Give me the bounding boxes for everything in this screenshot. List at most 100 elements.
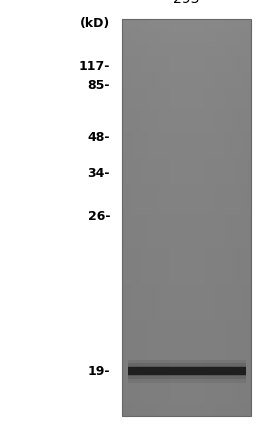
- Bar: [122, 363, 251, 366]
- Text: 19-: 19-: [88, 365, 110, 378]
- Bar: [193, 19, 194, 416]
- Bar: [122, 85, 251, 89]
- Bar: [217, 19, 219, 416]
- Bar: [122, 29, 251, 33]
- Bar: [122, 56, 251, 59]
- Bar: [165, 19, 167, 416]
- Bar: [149, 19, 151, 416]
- Bar: [122, 151, 251, 155]
- Bar: [136, 19, 138, 416]
- Bar: [185, 19, 186, 416]
- Bar: [122, 267, 251, 271]
- Bar: [122, 69, 251, 72]
- Bar: [122, 261, 251, 264]
- Bar: [135, 19, 136, 416]
- Bar: [122, 373, 251, 377]
- Bar: [122, 387, 251, 390]
- Bar: [122, 380, 251, 383]
- Bar: [122, 148, 251, 151]
- Bar: [122, 274, 251, 277]
- Bar: [122, 403, 251, 406]
- Bar: [227, 19, 228, 416]
- Bar: [170, 19, 172, 416]
- Bar: [122, 72, 251, 76]
- Bar: [122, 238, 251, 241]
- Bar: [122, 377, 251, 380]
- Text: 34-: 34-: [88, 167, 110, 180]
- Bar: [122, 175, 251, 178]
- Bar: [122, 138, 251, 142]
- Bar: [133, 19, 135, 416]
- Bar: [122, 218, 251, 221]
- Bar: [122, 353, 251, 356]
- Bar: [128, 367, 246, 375]
- Bar: [122, 221, 251, 224]
- Bar: [128, 360, 246, 383]
- Bar: [122, 310, 251, 314]
- Bar: [122, 317, 251, 320]
- Bar: [122, 271, 251, 274]
- Bar: [128, 366, 246, 377]
- Bar: [122, 304, 251, 307]
- Bar: [152, 19, 154, 416]
- Bar: [243, 19, 244, 416]
- Bar: [122, 46, 251, 49]
- Bar: [189, 19, 191, 416]
- Bar: [209, 19, 210, 416]
- Bar: [122, 383, 251, 387]
- Bar: [122, 39, 251, 42]
- Bar: [214, 19, 215, 416]
- Bar: [122, 396, 251, 399]
- Bar: [180, 19, 182, 416]
- Bar: [122, 330, 251, 333]
- Bar: [122, 132, 251, 135]
- Bar: [122, 115, 251, 118]
- Bar: [196, 19, 198, 416]
- Bar: [223, 19, 225, 416]
- Bar: [204, 19, 206, 416]
- Bar: [122, 142, 251, 145]
- Bar: [122, 201, 251, 205]
- Bar: [182, 19, 183, 416]
- Bar: [230, 19, 231, 416]
- Bar: [122, 33, 251, 36]
- Bar: [122, 82, 251, 85]
- Bar: [122, 195, 251, 198]
- Bar: [231, 19, 233, 416]
- Bar: [162, 19, 164, 416]
- Bar: [122, 234, 251, 238]
- Bar: [172, 19, 173, 416]
- Bar: [122, 26, 251, 29]
- Bar: [122, 254, 251, 257]
- Bar: [122, 172, 251, 175]
- Bar: [122, 198, 251, 201]
- Bar: [122, 76, 251, 79]
- Bar: [122, 49, 251, 52]
- Bar: [122, 314, 251, 317]
- Bar: [206, 19, 207, 416]
- Bar: [173, 19, 175, 416]
- Bar: [122, 350, 251, 353]
- Bar: [225, 19, 227, 416]
- Bar: [122, 165, 251, 168]
- Bar: [122, 128, 251, 132]
- Bar: [122, 360, 251, 363]
- Bar: [194, 19, 196, 416]
- Bar: [122, 294, 251, 297]
- Bar: [122, 297, 251, 300]
- Bar: [128, 19, 130, 416]
- Bar: [122, 181, 251, 184]
- Bar: [233, 19, 235, 416]
- Bar: [128, 363, 246, 379]
- Bar: [207, 19, 209, 416]
- Bar: [122, 393, 251, 396]
- Bar: [183, 19, 185, 416]
- Bar: [122, 287, 251, 290]
- Bar: [122, 105, 251, 109]
- Bar: [122, 228, 251, 231]
- Text: 85-: 85-: [88, 79, 110, 92]
- Bar: [138, 19, 139, 416]
- Bar: [122, 208, 251, 211]
- Bar: [122, 241, 251, 244]
- Bar: [178, 19, 180, 416]
